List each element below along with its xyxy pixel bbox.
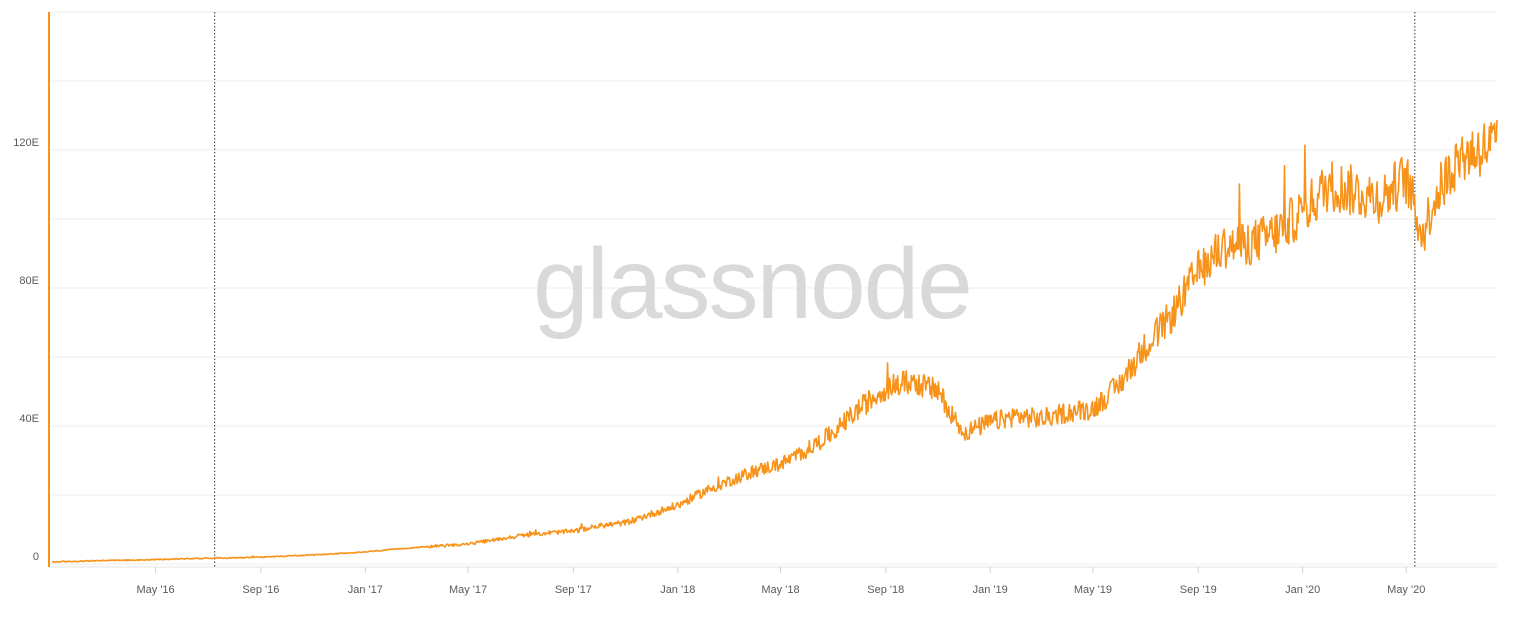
y-tick-label: 0 [33, 551, 39, 563]
x-tick-label: Sep '17 [555, 584, 592, 596]
x-tick-label: May '16 [136, 584, 174, 596]
event-lines [214, 12, 1416, 567]
x-tick-label: May '17 [449, 584, 487, 596]
x-axis-ticks: May '16 Sep '16 Jan '17 May '17 Sep '17 Jan '… [136, 567, 1425, 596]
x-tick-label: Sep '16 [242, 584, 279, 596]
x-tick-label: Jan '18 [660, 584, 695, 596]
x-tick-label: Jan '20 [1285, 584, 1320, 596]
series-line [51, 119, 1498, 563]
x-tick-label: May '20 [1387, 584, 1425, 596]
y-axis-labels: 0 40E 80E 120E [13, 137, 39, 563]
x-tick-label: Jan '17 [348, 584, 383, 596]
x-tick-label: Jan '19 [973, 584, 1008, 596]
x-tick-label: May '18 [761, 584, 799, 596]
x-tick-label: May '19 [1074, 584, 1112, 596]
y-tick-label: 80E [19, 275, 39, 287]
y-tick-label: 40E [19, 413, 39, 425]
y-tick-label: 120E [13, 137, 39, 149]
x-tick-label: Sep '19 [1180, 584, 1217, 596]
watermark: glassnode [533, 228, 971, 340]
y-gridlines [49, 11, 1497, 565]
x-tick-label: Sep '18 [867, 584, 904, 596]
